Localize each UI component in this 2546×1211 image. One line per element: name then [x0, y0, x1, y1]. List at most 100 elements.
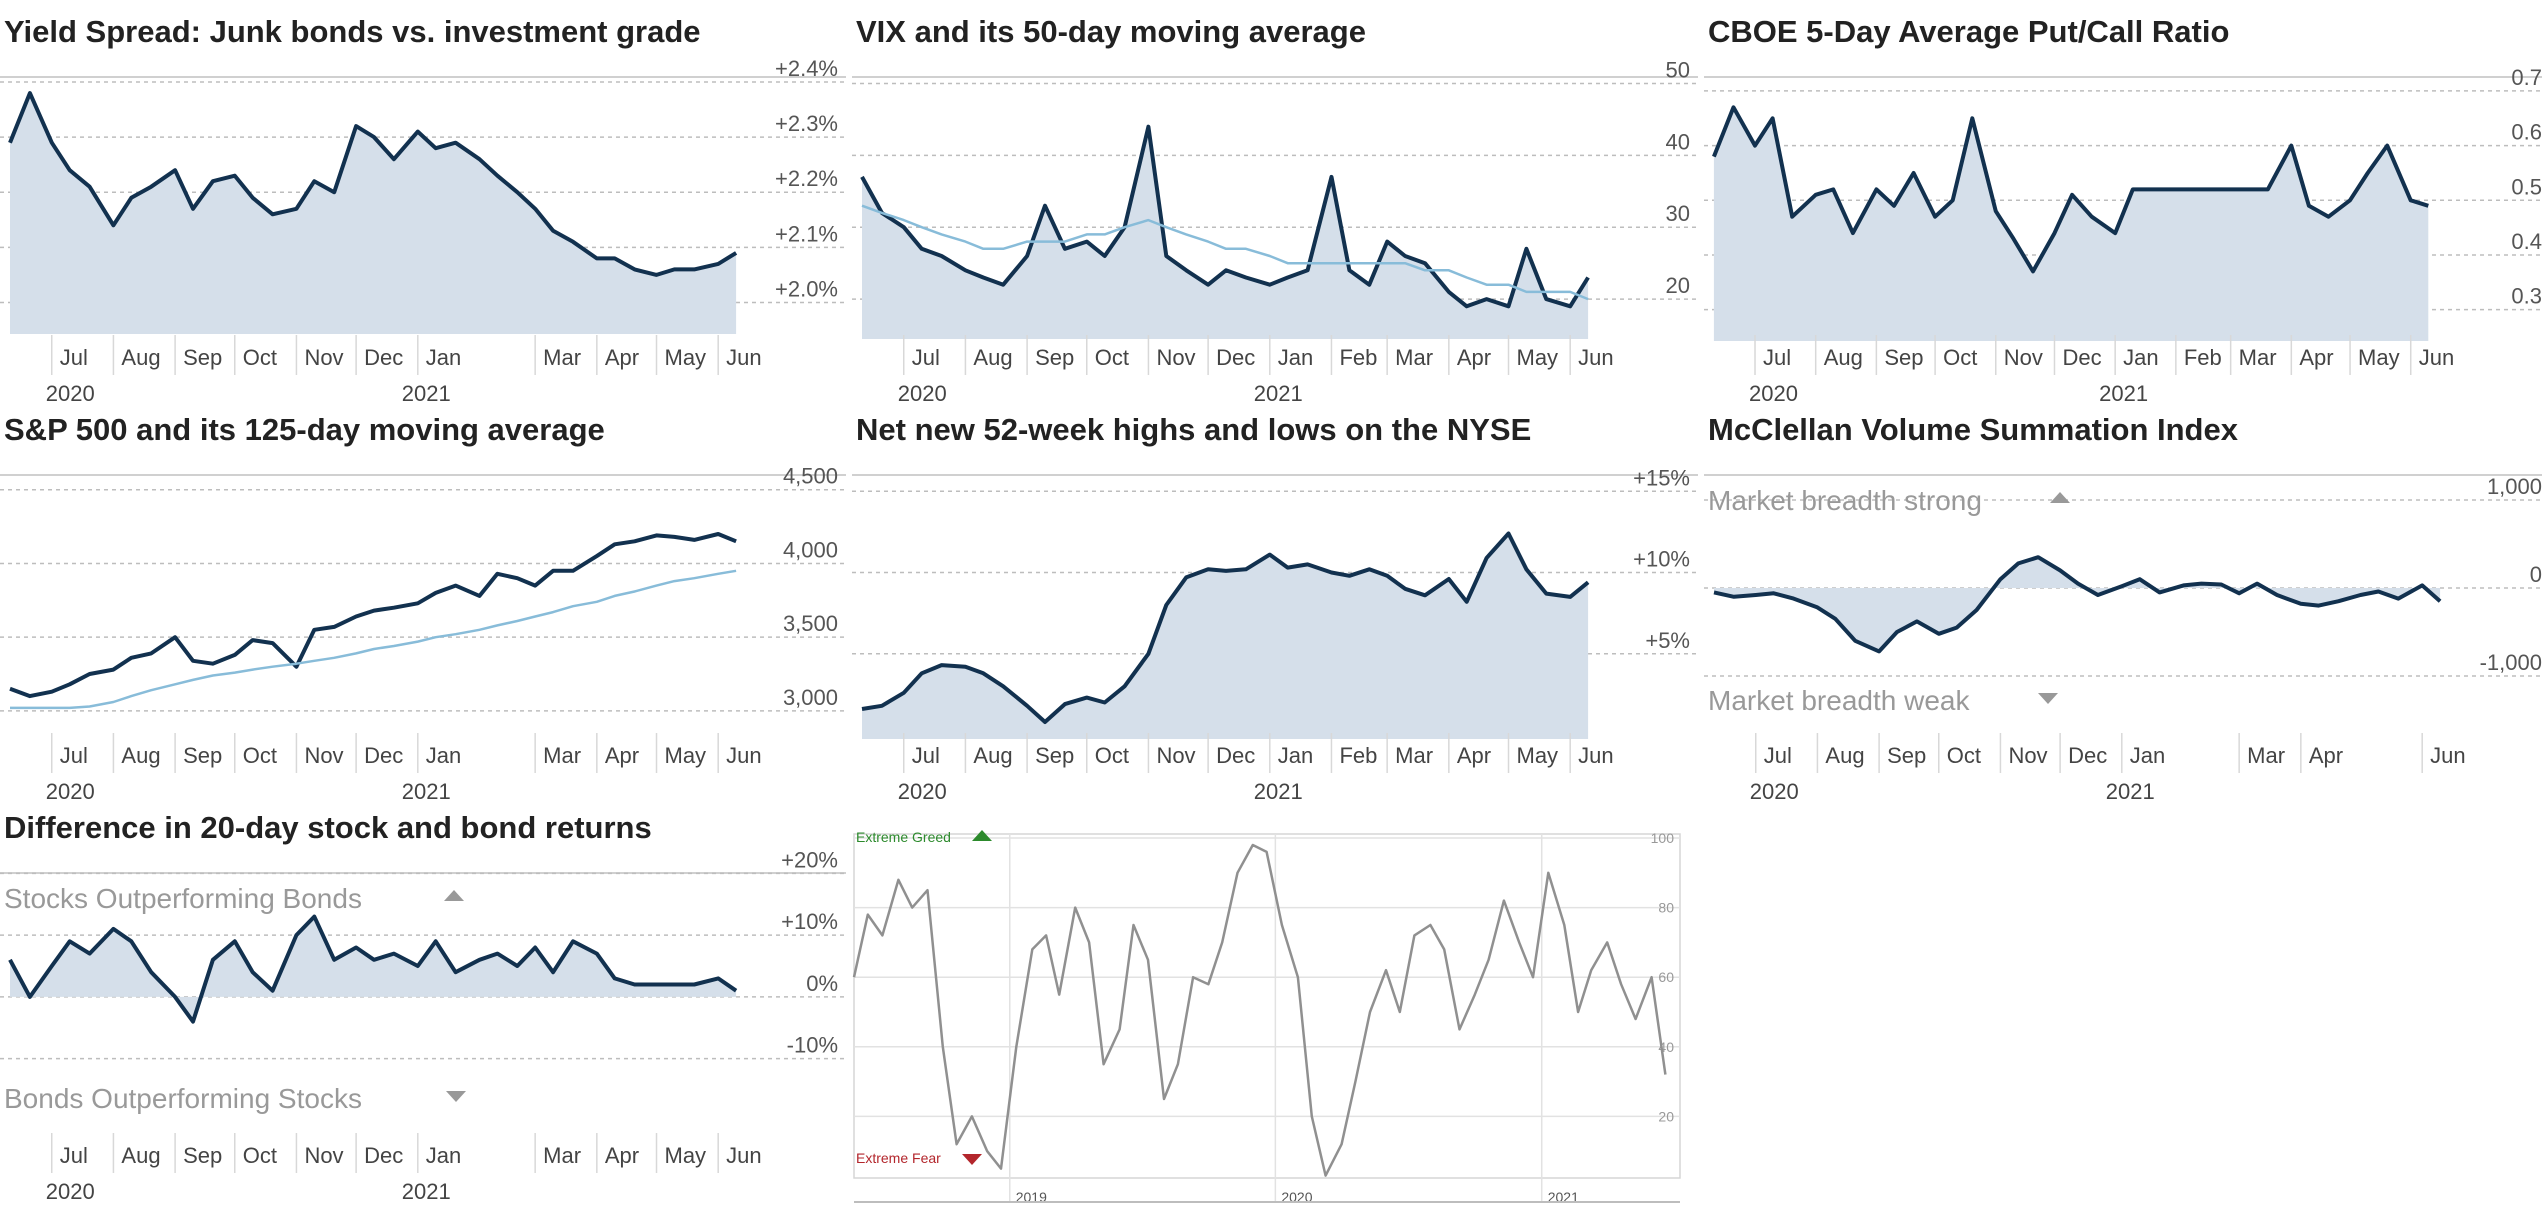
x-tick-label: May	[1517, 743, 1559, 768]
x-tick-label: Jan	[426, 345, 461, 370]
x-tick-label: Jun	[726, 743, 761, 768]
x-tick-label: Jun	[2419, 345, 2454, 370]
x-tick-label: Jun	[1578, 345, 1613, 370]
triangle-down-icon	[446, 1091, 466, 1102]
x-tick-label: Nov	[304, 345, 343, 370]
area-fill	[862, 533, 1589, 739]
x-tick-label: May	[665, 345, 707, 370]
x-tick-label: Jul	[1764, 743, 1792, 768]
x-tick-label: Nov	[1156, 743, 1195, 768]
y-tick-label: 100	[1651, 830, 1675, 846]
x-tick-label: Oct	[243, 345, 277, 370]
y-tick-label: 4,000	[783, 537, 838, 562]
x-tick-label: Jul	[1763, 345, 1791, 370]
x-tick-label: Nov	[304, 1143, 343, 1168]
extreme-greed-label: Extreme Greed	[856, 829, 951, 845]
year-label: 2020	[1749, 381, 1798, 406]
x-tick-label: Mar	[543, 345, 581, 370]
x-tick-label: Dec	[2068, 743, 2107, 768]
annotation-top: Stocks Outperforming Bonds	[4, 883, 362, 914]
x-tick-label: Jul	[912, 743, 940, 768]
area-fill	[862, 126, 1589, 339]
y-tick-label: 3,500	[783, 611, 838, 636]
x-tick-label: Feb	[1339, 345, 1377, 370]
chart-fear-greed: 100 80 60 40 20 2019 2020 2021 Extreme Greed Extr…	[852, 822, 1692, 1207]
x-tick-label: Feb	[2184, 345, 2222, 370]
x-tick-label: Feb	[1339, 743, 1377, 768]
triangle-up-icon	[444, 890, 464, 901]
x-tick-label: Apr	[1457, 345, 1491, 370]
y-tick-label: +10%	[781, 909, 838, 934]
series-line	[1713, 555, 2442, 654]
y-tick-label: +5%	[1645, 628, 1690, 653]
sp500-plot: 4,500 4,000 3,500 3,000 Jul Aug Sep Oct Nov Dec Ja…	[0, 464, 846, 804]
year-label: 2020	[1750, 779, 1799, 804]
vix-plot: 50 40 30 20 Jul Aug Sep Oct Nov Dec Jan Feb Mar Apr Ma…	[852, 58, 1698, 406]
year-label: 2021	[2099, 381, 2148, 406]
junk-spread-plot: +2.4% +2.3% +2.2% +2.1% +2.0% Jul Aug Sep Oct Nov…	[0, 56, 846, 406]
year-label: 2020	[46, 1179, 95, 1204]
x-tick-label: Dec	[1216, 743, 1255, 768]
y-tick-label: +10%	[1633, 547, 1690, 572]
chart-junk-bond-spread: Yield Spread: Junk bonds vs. investment …	[0, 0, 850, 406]
x-tick-label: Sep	[183, 345, 222, 370]
y-tick-label: 20	[1658, 1108, 1674, 1124]
chart-title: Yield Spread: Junk bonds vs. investment …	[4, 14, 701, 49]
x-tick-label: May	[1517, 345, 1559, 370]
chart-stock-bond-returns: Difference in 20-day stock and bond retu…	[0, 796, 850, 1211]
y-tick-label: 60	[1658, 969, 1674, 985]
chart-mcclellan: McClellan Volume Summation Index 1,000 0 -…	[1704, 398, 2546, 804]
year-label: 2021	[2106, 779, 2155, 804]
y-tick-label: 3,000	[783, 685, 838, 710]
x-tick-label: Jan	[426, 743, 461, 768]
moving-average-line	[10, 569, 737, 710]
x-tick-label: Sep	[1035, 345, 1074, 370]
y-tick-label: +2.4%	[775, 56, 838, 81]
y-tick-label: 0.6	[2511, 120, 2542, 145]
year-label: 2021	[402, 381, 451, 406]
x-tick-label: Jan	[2123, 345, 2158, 370]
y-tick-label: +2.2%	[775, 166, 838, 191]
x-tick-label: Dec	[1216, 345, 1255, 370]
x-tick-label: Sep	[1884, 345, 1923, 370]
y-tick-label: 0	[2530, 562, 2542, 587]
triangle-up-icon	[972, 830, 992, 841]
y-tick-label: 0.3	[2511, 284, 2542, 309]
x-tick-label: Aug	[121, 1143, 160, 1168]
x-tick-label: Dec	[364, 345, 403, 370]
x-tick-label: Jul	[60, 345, 88, 370]
chart-new-highs-lows: Net new 52-week highs and lows on the NY…	[852, 398, 1702, 804]
y-tick-label: +2.1%	[775, 221, 838, 246]
x-tick-label: Apr	[2299, 345, 2333, 370]
year-label: 2021	[402, 779, 451, 804]
x-tick-label: Oct	[1095, 345, 1129, 370]
series-line	[1712, 105, 2429, 274]
y-tick-label: 80	[1658, 900, 1674, 916]
x-tick-label: Aug	[1825, 743, 1864, 768]
y-tick-label: 0%	[806, 971, 838, 996]
y-tick-label: 1,000	[2487, 474, 2542, 499]
x-tick-label: Mar	[1395, 743, 1433, 768]
highs-lows-plot: +15% +10% +5% Jul Aug Sep Oct Nov Dec Jan Feb Mar Ap…	[852, 465, 1698, 804]
x-tick-label: May	[665, 743, 707, 768]
moving-average-line	[861, 204, 1589, 301]
area-fill	[1713, 107, 2429, 341]
x-tick-label: Oct	[1943, 345, 1977, 370]
x-tick-label: May	[2358, 345, 2400, 370]
y-tick-label: 50	[1666, 58, 1690, 83]
x-tick-label: Aug	[973, 743, 1012, 768]
x-tick-label: Nov	[2008, 743, 2047, 768]
mcclellan-plot: 1,000 0 -1,000 Jul Aug Sep Oct Nov Dec Jan Mar Apr J…	[1704, 474, 2542, 804]
x-tick-label: Mar	[2247, 743, 2285, 768]
series-line	[9, 532, 737, 699]
chart-title: McClellan Volume Summation Index	[1708, 412, 2238, 447]
x-tick-label: Jun	[726, 345, 761, 370]
x-tick-label: Apr	[2309, 743, 2343, 768]
series-line	[860, 124, 1590, 309]
x-tick-label: Apr	[605, 1143, 639, 1168]
x-tick-label: Dec	[364, 1143, 403, 1168]
x-tick-label: Mar	[543, 1143, 581, 1168]
y-tick-label: 20	[1666, 273, 1690, 298]
stock-bond-plot: +20% +10% 0% -10% Jul Aug Sep Oct Nov Dec Jan Mar Ap…	[0, 847, 846, 1204]
